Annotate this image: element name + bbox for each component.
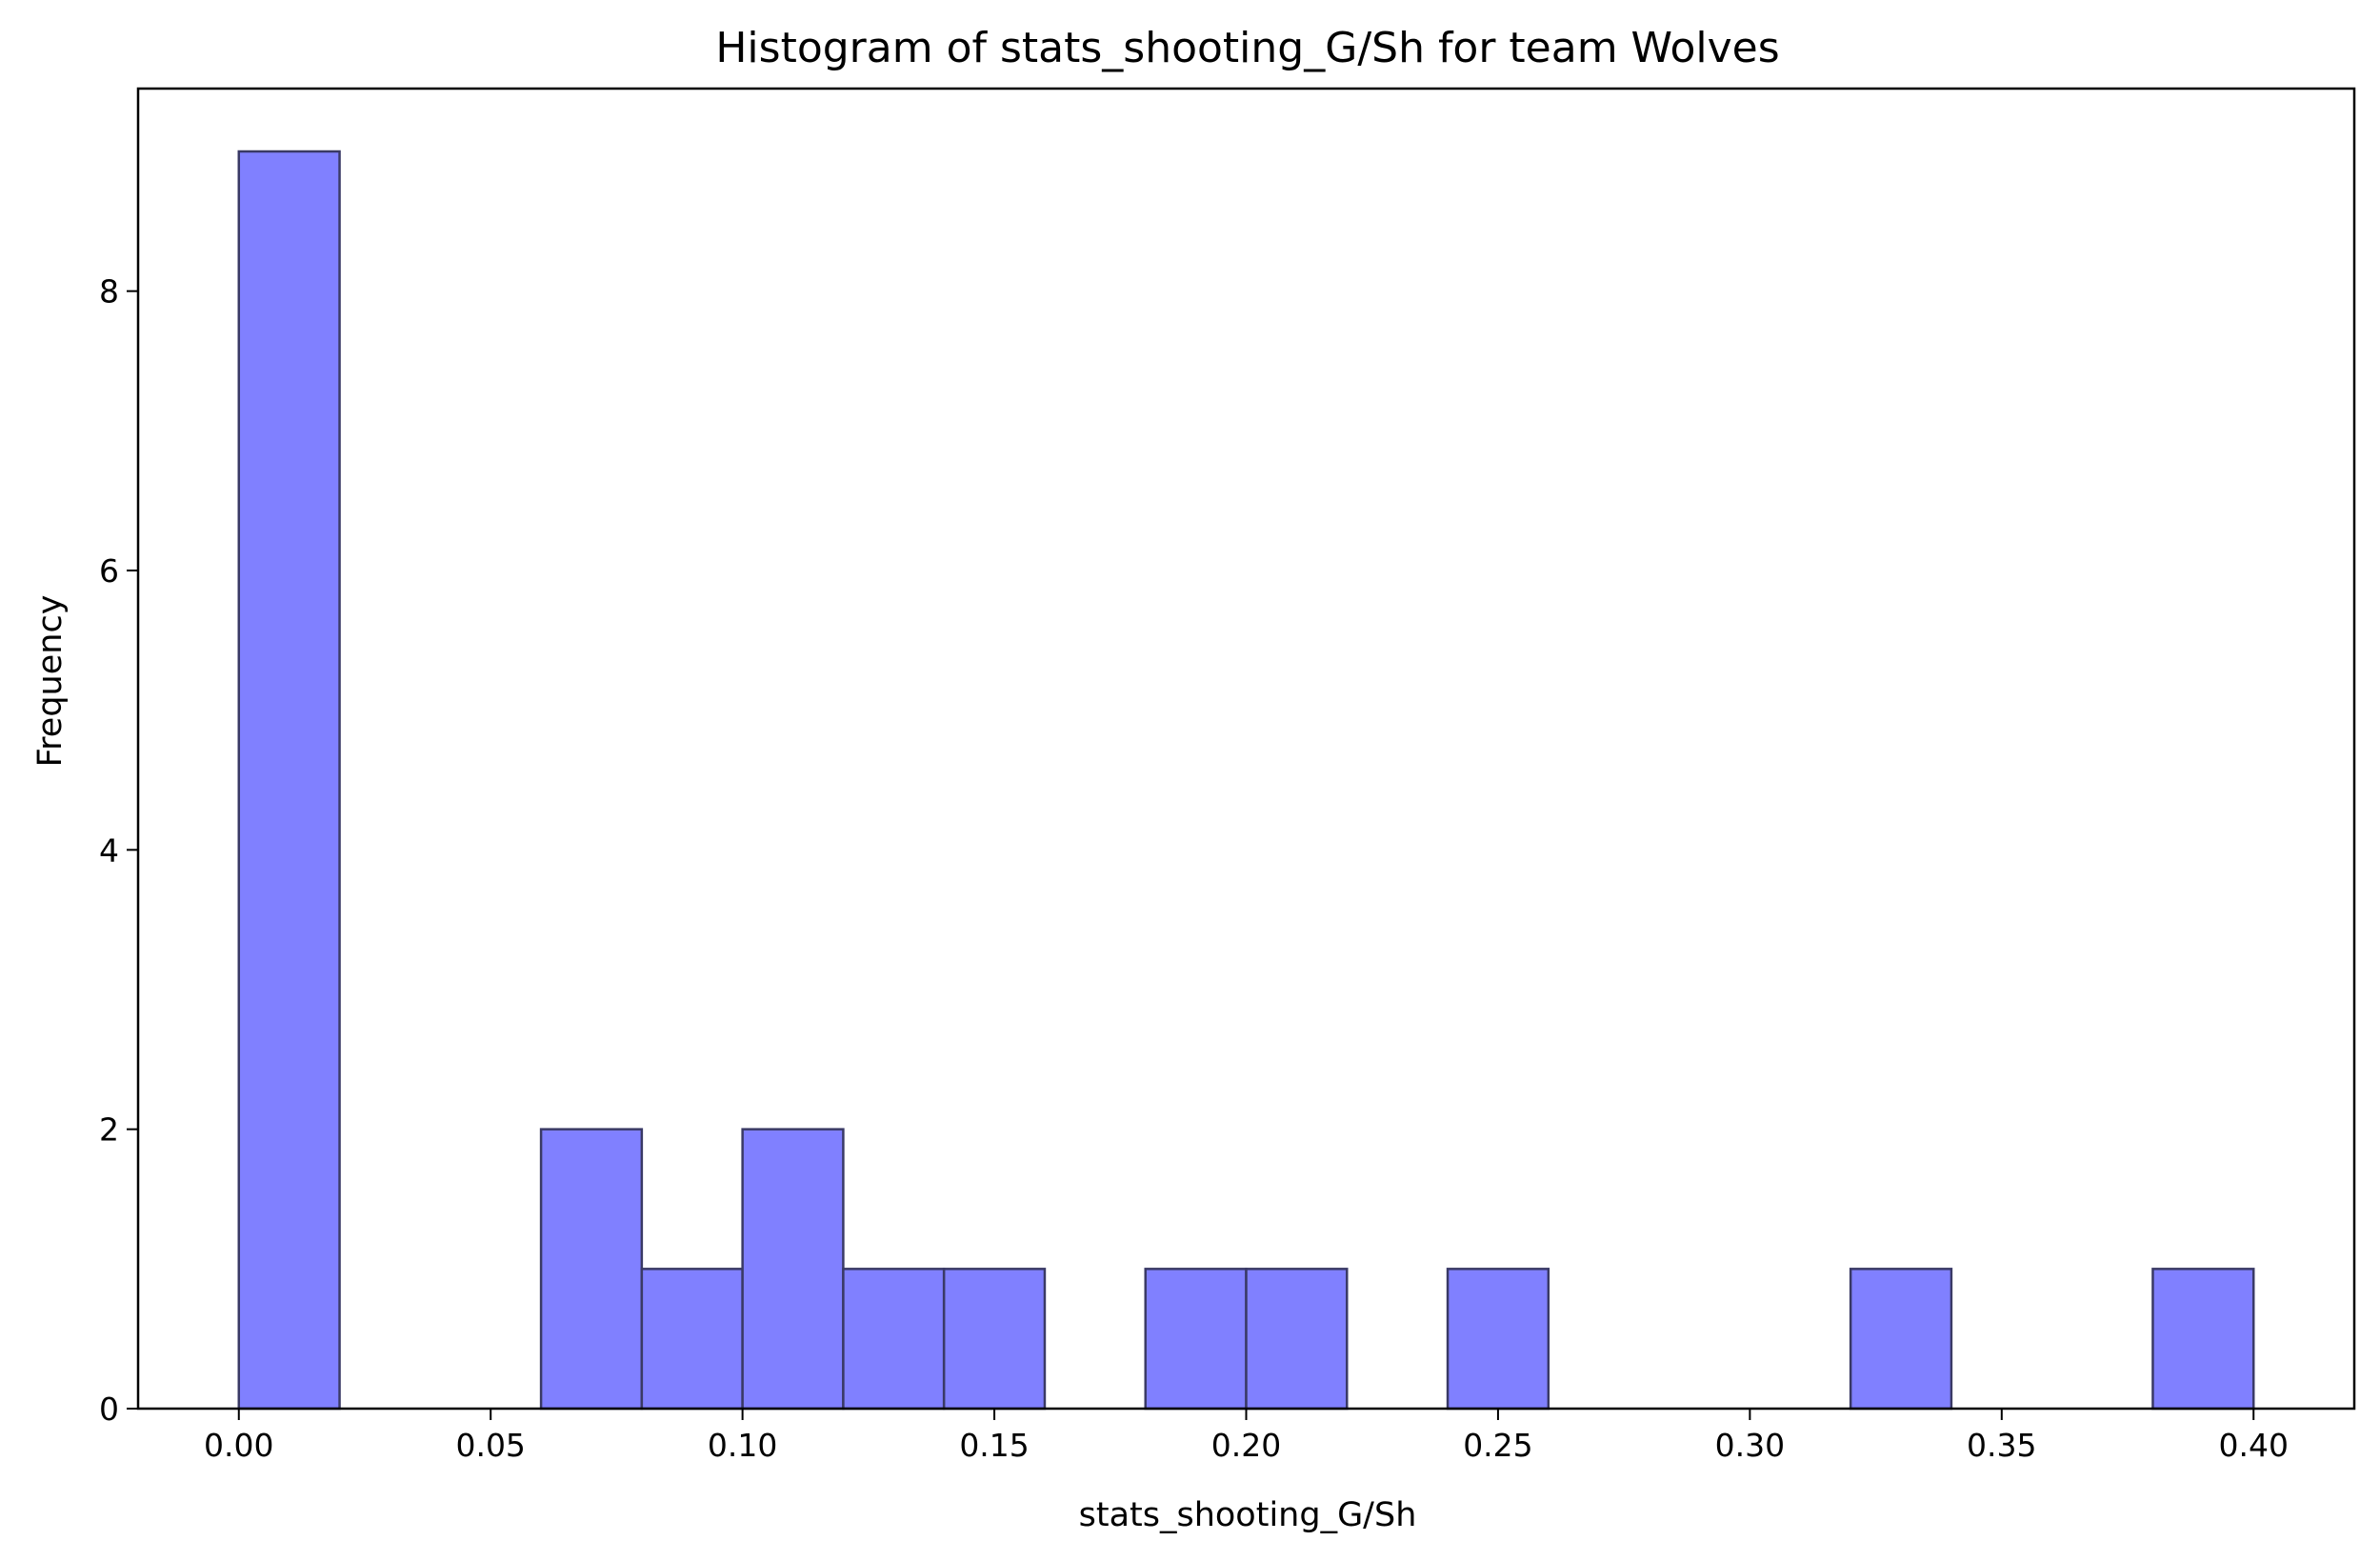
histogram-bar [842,1268,946,1411]
histogram-bar [1849,1268,1953,1411]
histogram-bar [539,1128,644,1411]
histogram-bar [1144,1268,1248,1411]
x-tick-label: 0.30 [1715,1427,1785,1464]
y-axis-label: Frequency [31,595,70,768]
y-tick-label: 6 [99,552,119,590]
histogram-bar [2151,1268,2255,1411]
x-axis-ticks: 0.00 0.05 0.10 0.15 0.20 0.25 0.30 0.35 0.40 [204,1409,2289,1464]
histogram-bar [741,1128,845,1411]
x-tick-label: 0.40 [2218,1427,2288,1464]
histogram-bar [1245,1268,1349,1411]
histogram-bar [942,1268,1047,1411]
histogram-bar [640,1268,744,1411]
x-tick-label: 0.00 [204,1427,273,1464]
y-tick-label: 4 [99,831,119,869]
x-tick-label: 0.35 [1967,1427,2036,1464]
y-tick-label: 8 [99,273,119,310]
bars-group [237,150,2255,1411]
x-tick-label: 0.05 [455,1427,525,1464]
plot-area-frame [136,87,2356,1411]
y-axis-ticks: 0 2 4 6 8 [99,273,138,1428]
y-tick-label: 2 [99,1111,119,1149]
x-tick-label: 0.15 [959,1427,1029,1464]
histogram-bar [1446,1268,1550,1411]
x-tick-label: 0.20 [1211,1427,1281,1464]
chart-title: Histogram of stats_shooting_G/Sh for tea… [715,24,1779,72]
x-axis-label: stats_shooting_G/Sh [1079,1496,1417,1534]
histogram-bar [237,150,341,1411]
y-tick-label: 0 [99,1391,119,1428]
x-tick-label: 0.25 [1463,1427,1532,1464]
x-tick-label: 0.10 [708,1427,777,1464]
